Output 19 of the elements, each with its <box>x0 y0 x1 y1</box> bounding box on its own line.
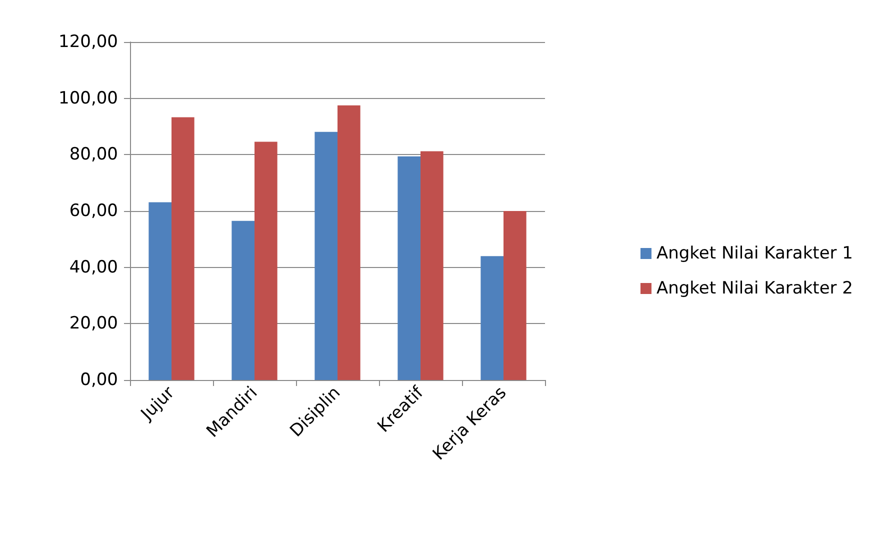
bar <box>148 202 172 380</box>
bar <box>504 211 526 380</box>
legend-label: Angket Nilai Karakter 1 <box>656 244 854 264</box>
bar <box>398 156 420 380</box>
bar <box>420 151 444 380</box>
y-tick-label: 120,00 <box>58 32 118 52</box>
legend-label: Angket Nilai Karakter 2 <box>656 278 854 298</box>
bar <box>232 220 254 380</box>
y-tick-label: 100,00 <box>58 88 118 108</box>
y-tick-label: 20,00 <box>69 314 118 334</box>
y-tick-label: 0,00 <box>80 370 118 390</box>
bar <box>172 117 194 380</box>
bar <box>314 132 338 380</box>
y-tick-label: 60,00 <box>69 201 118 221</box>
y-tick-label: 80,00 <box>69 144 118 165</box>
bar <box>338 105 360 380</box>
bar <box>480 256 504 380</box>
y-tick-label: 40,00 <box>69 257 118 278</box>
bar <box>254 142 278 380</box>
